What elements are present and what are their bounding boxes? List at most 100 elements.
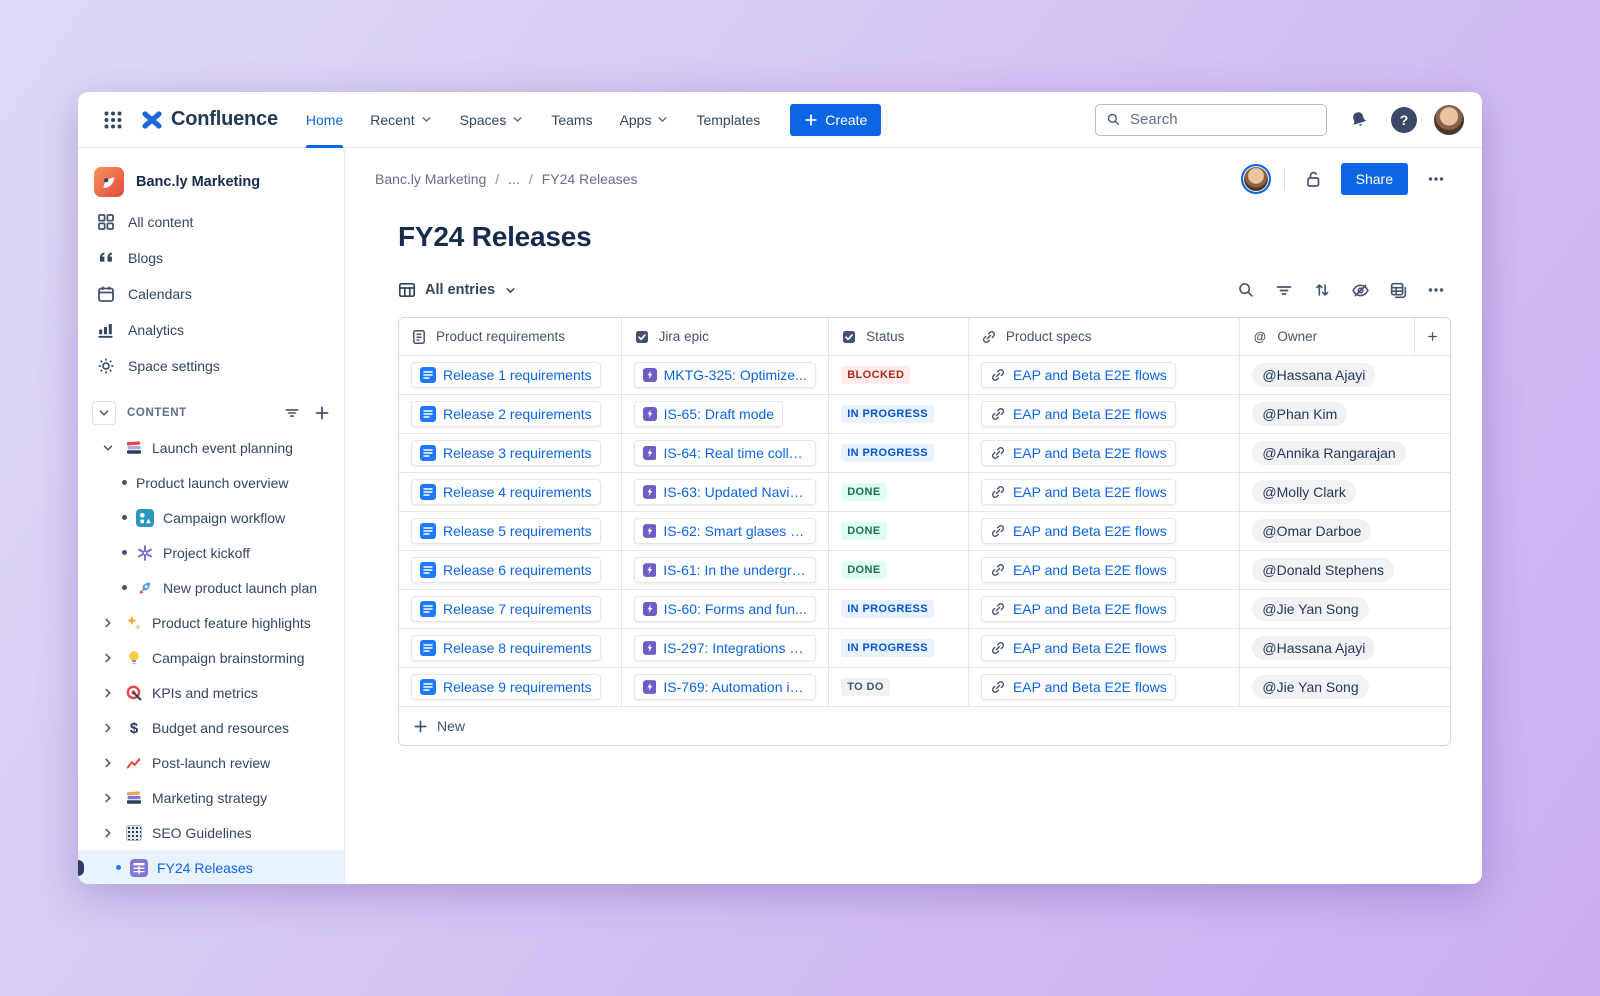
- hide-fields-button[interactable]: [1345, 275, 1375, 305]
- nav-home[interactable]: Home: [305, 92, 344, 148]
- space-header[interactable]: Banc.ly Marketing: [78, 160, 344, 204]
- sidebar-item-fy24-releases[interactable]: FY24 Releases: [78, 850, 344, 884]
- sidebar-item-seo-guidelines[interactable]: SEO Guidelines: [78, 815, 344, 850]
- status-badge[interactable]: DONE: [841, 522, 887, 540]
- table-sort-button[interactable]: [1307, 275, 1337, 305]
- user-avatar[interactable]: [1434, 104, 1464, 135]
- smart-link-chip[interactable]: EAP and Beta E2E flows: [980, 362, 1176, 388]
- owner-mention[interactable]: @Phan Kim: [1252, 402, 1348, 426]
- table-filter-button[interactable]: [1269, 275, 1299, 305]
- nav-templates[interactable]: Templates: [696, 111, 761, 128]
- smart-link-chip[interactable]: EAP and Beta E2E flows: [980, 440, 1176, 466]
- nav-spaces[interactable]: Spaces: [460, 92, 525, 148]
- content-collapse-button[interactable]: [92, 401, 116, 425]
- status-badge[interactable]: IN PROGRESS: [841, 444, 934, 462]
- sidebar-item-product-launch-overview[interactable]: Product launch overview: [78, 465, 344, 500]
- column-header-status[interactable]: Status: [828, 318, 968, 355]
- sidebar-item-new-product-launch-plan[interactable]: New product launch plan: [78, 570, 344, 605]
- sidebar-item-all-content[interactable]: All content: [78, 204, 344, 240]
- jira-epic-chip[interactable]: IS-769: Automation in...: [633, 674, 817, 700]
- smart-link-chip[interactable]: EAP and Beta E2E flows: [980, 674, 1176, 700]
- page-owner-avatar[interactable]: [1240, 164, 1271, 194]
- restrictions-button[interactable]: [1298, 164, 1328, 194]
- sidebar-item-kpis-and-metrics[interactable]: KPIs and metrics: [78, 675, 344, 710]
- sidebar-item-campaign-brainstorming[interactable]: Campaign brainstorming: [78, 640, 344, 675]
- smart-link-chip[interactable]: EAP and Beta E2E flows: [980, 518, 1176, 544]
- smart-link-chip[interactable]: EAP and Beta E2E flows: [980, 635, 1176, 661]
- nav-recent[interactable]: Recent: [370, 92, 432, 148]
- page-link-chip[interactable]: Release 9 requirements: [411, 674, 601, 700]
- smart-link-chip[interactable]: EAP and Beta E2E flows: [980, 557, 1176, 583]
- page-link-chip[interactable]: Release 8 requirements: [411, 635, 601, 661]
- sidebar-item-post-launch-review[interactable]: Post-launch review: [78, 745, 344, 780]
- page-link-chip[interactable]: Release 7 requirements: [411, 596, 601, 622]
- owner-mention[interactable]: @Molly Clark: [1252, 480, 1356, 504]
- jira-epic-chip[interactable]: IS-62: Smart glases a...: [633, 518, 817, 544]
- add-column-button[interactable]: [1414, 318, 1450, 355]
- owner-mention[interactable]: @Annika Rangarajan: [1252, 441, 1406, 465]
- jira-epic-chip[interactable]: IS-65: Draft mode: [633, 401, 784, 427]
- notifications-button[interactable]: [1344, 105, 1374, 135]
- sidebar-item-project-kickoff[interactable]: Project kickoff: [78, 535, 344, 570]
- status-badge[interactable]: IN PROGRESS: [841, 639, 934, 657]
- owner-mention[interactable]: @Donald Stephens: [1252, 558, 1395, 582]
- smart-link-chip[interactable]: EAP and Beta E2E flows: [980, 479, 1176, 505]
- owner-mention[interactable]: @Hassana Ajayi: [1252, 636, 1376, 660]
- status-badge[interactable]: IN PROGRESS: [841, 600, 934, 618]
- global-search[interactable]: [1095, 103, 1327, 136]
- more-actions-button[interactable]: [1421, 164, 1451, 194]
- view-switcher[interactable]: All entries: [388, 276, 527, 304]
- page-link-chip[interactable]: Release 1 requirements: [411, 362, 601, 388]
- sidebar-item-calendars[interactable]: Calendars: [78, 276, 344, 312]
- status-badge[interactable]: BLOCKED: [841, 366, 911, 384]
- column-header-product-requirements[interactable]: Product requirements: [399, 318, 621, 355]
- create-button[interactable]: Create: [790, 103, 882, 136]
- page-link-chip[interactable]: Release 6 requirements: [411, 557, 601, 583]
- nav-apps[interactable]: Apps: [620, 92, 670, 148]
- jira-epic-chip[interactable]: IS-60: Forms and fun...: [633, 596, 816, 622]
- page-link-chip[interactable]: Release 4 requirements: [411, 479, 601, 505]
- smart-link-chip[interactable]: EAP and Beta E2E flows: [980, 596, 1176, 622]
- jira-epic-chip[interactable]: IS-64: Real time colla...: [633, 440, 817, 466]
- jira-epic-chip[interactable]: IS-63: Updated Navig...: [633, 479, 817, 505]
- page-link-chip[interactable]: Release 2 requirements: [411, 401, 601, 427]
- filter-icon[interactable]: [284, 405, 300, 421]
- share-button[interactable]: Share: [1340, 163, 1408, 195]
- nav-teams[interactable]: Teams: [551, 111, 593, 128]
- column-header-product-specs[interactable]: Product specs: [967, 318, 1239, 355]
- app-switcher-button[interactable]: [96, 103, 130, 137]
- confluence-logo[interactable]: Confluence: [140, 108, 278, 132]
- page-link-chip[interactable]: Release 5 requirements: [411, 518, 601, 544]
- status-badge[interactable]: DONE: [841, 483, 887, 501]
- table-more-button[interactable]: [1421, 275, 1451, 305]
- table-settings-button[interactable]: [1383, 275, 1413, 305]
- status-badge[interactable]: IN PROGRESS: [841, 405, 934, 423]
- new-entry-button[interactable]: New: [399, 707, 1450, 745]
- owner-mention[interactable]: @Jie Yan Song: [1252, 597, 1369, 621]
- column-header-jira-epic[interactable]: Jira epic: [620, 318, 829, 355]
- sidebar-item-budget-and-resources[interactable]: $ Budget and resources: [78, 710, 344, 745]
- status-badge[interactable]: TO DO: [841, 678, 890, 696]
- smart-link-chip[interactable]: EAP and Beta E2E flows: [980, 401, 1176, 427]
- sidebar-item-launch-event-planning[interactable]: Launch event planning: [78, 430, 344, 465]
- jira-epic-chip[interactable]: IS-297: Integrations w...: [633, 635, 817, 661]
- breadcrumb-collapsed[interactable]: ...: [508, 171, 520, 187]
- sidebar-item-space-settings[interactable]: Space settings: [78, 348, 344, 384]
- owner-mention[interactable]: @Jie Yan Song: [1252, 675, 1369, 699]
- help-button[interactable]: ?: [1391, 106, 1417, 133]
- search-input[interactable]: [1130, 111, 1316, 128]
- sidebar-item-blogs[interactable]: Blogs: [78, 240, 344, 276]
- sidebar-item-marketing-strategy[interactable]: Marketing strategy: [78, 780, 344, 815]
- owner-mention[interactable]: @Omar Darboe: [1252, 519, 1372, 543]
- sidebar-item-analytics[interactable]: Analytics: [78, 312, 344, 348]
- sidebar-item-campaign-workflow[interactable]: Campaign workflow: [78, 500, 344, 535]
- table-search-button[interactable]: [1231, 275, 1261, 305]
- column-header-owner[interactable]: @ Owner: [1239, 318, 1414, 355]
- sidebar-item-product-feature-highlights[interactable]: Product feature highlights: [78, 605, 344, 640]
- plus-icon[interactable]: [314, 405, 330, 421]
- jira-epic-chip[interactable]: MKTG-325: Optimize...: [633, 362, 816, 388]
- breadcrumb-space[interactable]: Banc.ly Marketing: [375, 171, 487, 187]
- owner-mention[interactable]: @Hassana Ajayi: [1252, 363, 1376, 387]
- jira-epic-chip[interactable]: IS-61: In the undergro...: [633, 557, 817, 583]
- breadcrumb-current[interactable]: FY24 Releases: [541, 171, 638, 187]
